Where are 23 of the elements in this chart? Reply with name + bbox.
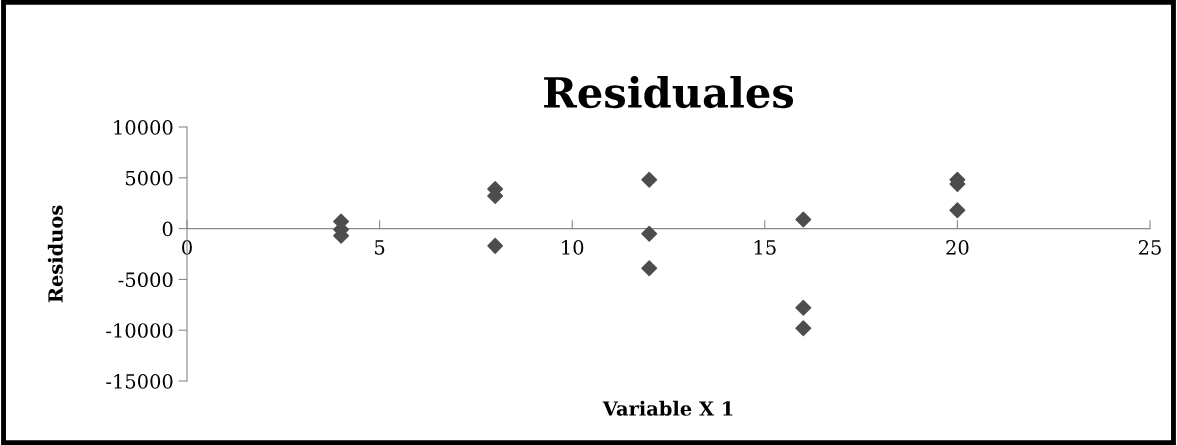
point <box>949 202 966 219</box>
y-axis-title: Residuos <box>47 205 63 303</box>
x-axis-title: Variable X 1 <box>602 400 733 416</box>
x-tick-label: 25 <box>1138 240 1161 255</box>
chart-title: Residuales <box>544 75 794 109</box>
y-tick-label: 10000 <box>114 119 173 135</box>
x-tick-label: 10 <box>562 240 584 255</box>
point <box>795 320 812 337</box>
y-tick-label: 5000 <box>125 170 173 186</box>
y-tick-label: 0 <box>162 221 173 237</box>
x-tick-label: 15 <box>754 240 776 255</box>
point <box>641 260 658 277</box>
x-tick-label: 5 <box>375 240 385 255</box>
x-tick-label: 20 <box>946 240 969 255</box>
y-tick-label: -15000 <box>106 373 173 389</box>
point <box>795 299 812 316</box>
x-tick-label: 0 <box>182 240 192 255</box>
point <box>795 211 812 228</box>
point <box>641 225 658 242</box>
point <box>641 171 658 188</box>
y-tick-label: -5000 <box>118 272 173 288</box>
point <box>487 237 504 254</box>
y-tick-label: -10000 <box>106 323 173 338</box>
